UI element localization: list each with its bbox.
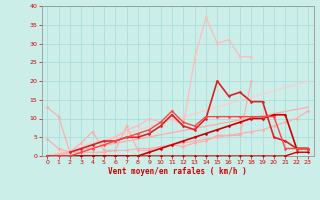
X-axis label: Vent moyen/en rafales ( km/h ): Vent moyen/en rafales ( km/h ) xyxy=(108,167,247,176)
